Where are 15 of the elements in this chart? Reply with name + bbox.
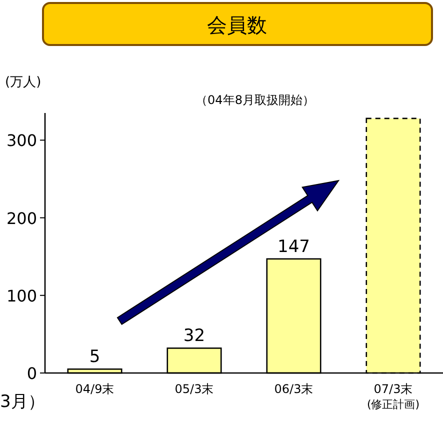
data-label: 147	[278, 236, 310, 257]
data-label: 32	[183, 326, 206, 346]
x-tick-label: 05/3末	[174, 382, 214, 396]
data-label: 5	[89, 347, 100, 368]
text: 3月）	[0, 392, 45, 412]
x-tick-label: 04/9末	[75, 382, 114, 396]
y-tick-label: 200	[6, 208, 37, 228]
chart-title: 会員数	[207, 13, 267, 37]
y-tick-label: 300	[6, 131, 37, 150]
y-tick-label: 100	[6, 286, 37, 306]
x-tick-label: 06/3末	[274, 382, 314, 396]
y-tick-label: 0	[26, 364, 37, 383]
x-tick-label: 07/3末 (修正計画)	[366, 382, 420, 411]
y-axis-title: (万人)	[5, 75, 42, 90]
chart-subtitle: （04年8月取扱開始）	[196, 93, 314, 107]
